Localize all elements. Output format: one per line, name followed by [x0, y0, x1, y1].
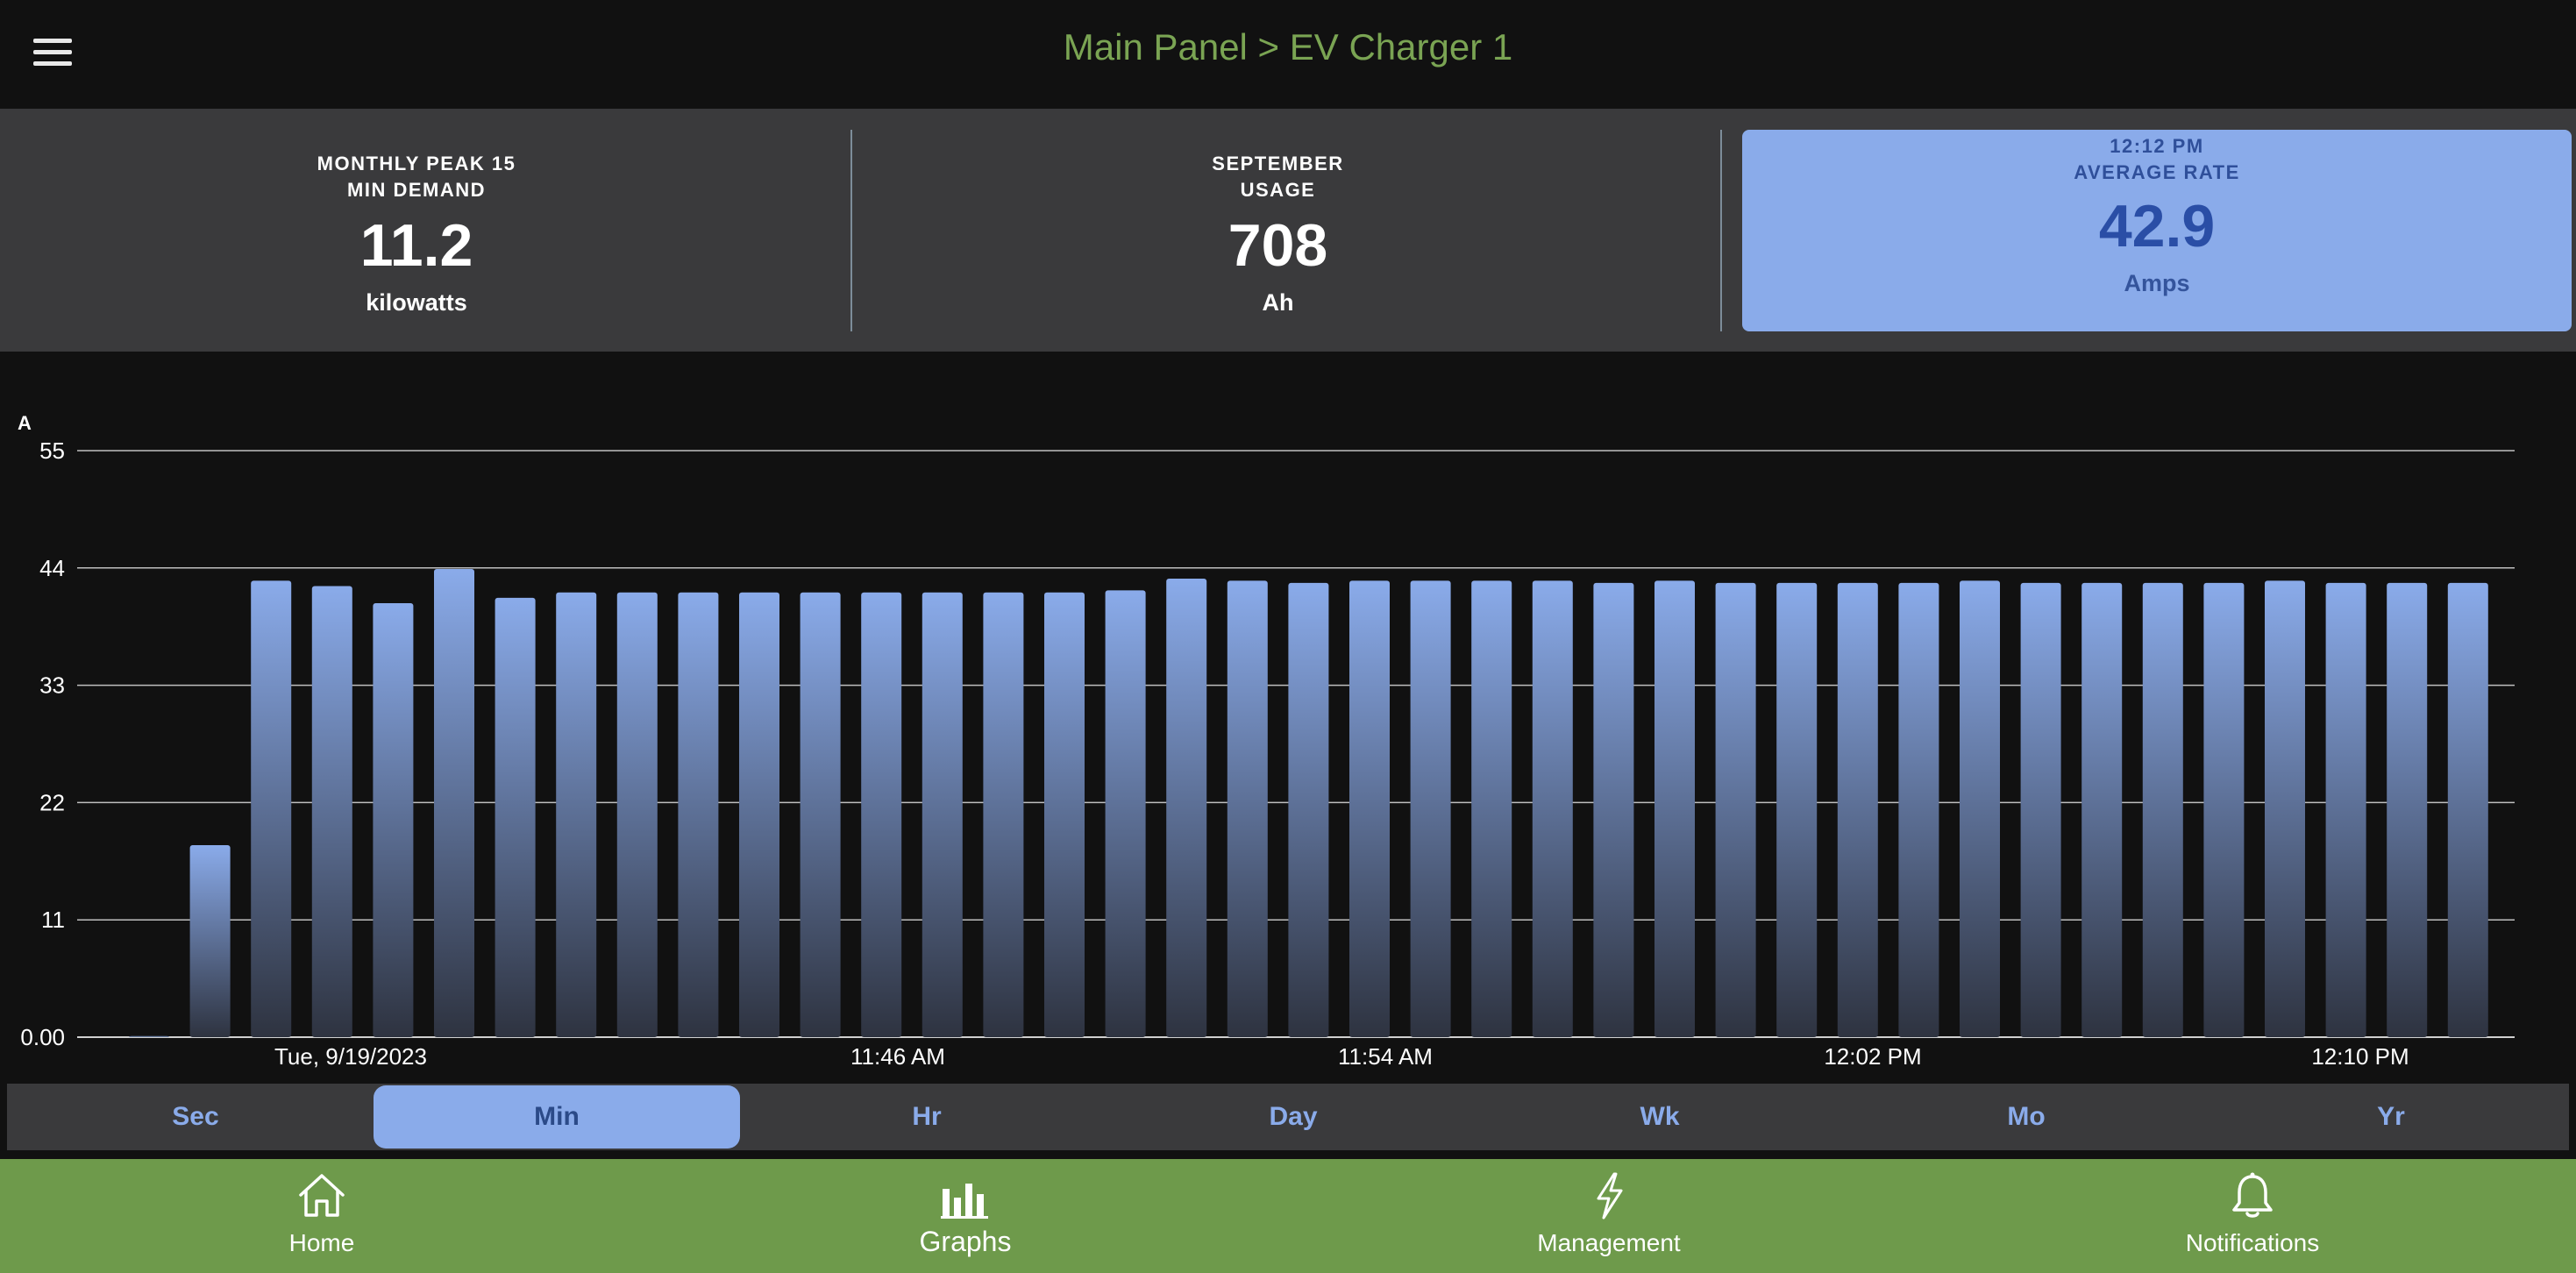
y-tick-label: 22	[39, 789, 65, 815]
stat-unit: kilowatts	[366, 289, 467, 316]
chart-bar[interactable]	[1410, 580, 1451, 1037]
nav-label: Notifications	[2185, 1229, 2320, 1256]
nav-home[interactable]: Home	[0, 1159, 644, 1273]
chart-bar[interactable]	[1166, 578, 1207, 1037]
chart-bar[interactable]	[1105, 590, 1146, 1037]
chart-bar[interactable]	[556, 592, 597, 1037]
home-icon	[299, 1174, 345, 1217]
range-tab-yr[interactable]: Yr	[2377, 1102, 2405, 1131]
chart-bar[interactable]	[495, 597, 536, 1037]
chart-bar[interactable]	[1288, 582, 1329, 1037]
stat-label: SEPTEMBER USAGE	[1212, 153, 1344, 201]
chart-bar[interactable]	[2203, 582, 2245, 1037]
x-tick-label: 11:46 AM	[850, 1043, 945, 1070]
chart-bar[interactable]	[2081, 582, 2123, 1037]
hamburger-menu-icon[interactable]	[33, 39, 72, 70]
chart-bar[interactable]	[2142, 582, 2183, 1037]
chart-bar[interactable]	[2265, 580, 2305, 1037]
time-range-selector: Sec Min Hr Day Wk Mo Yr	[7, 1084, 2569, 1150]
nav-label: Graphs	[919, 1226, 1012, 1257]
app-header: Main Panel > EV Charger 1	[0, 0, 2576, 109]
stat-unit: Ah	[1262, 289, 1294, 316]
chart-bar[interactable]	[678, 592, 719, 1037]
chart-bar[interactable]	[1227, 580, 1268, 1037]
graphs-icon	[941, 1184, 988, 1219]
stat-card-average-rate[interactable]: 12:12 PM AVERAGE RATE 42.9 Amps	[1742, 130, 2572, 331]
chart-bar[interactable]	[189, 845, 231, 1037]
chart-bar[interactable]	[434, 569, 474, 1037]
nav-label: Management	[1537, 1229, 1681, 1256]
stat-card-usage[interactable]: SEPTEMBER USAGE 708 Ah	[859, 130, 1697, 331]
chart-bar[interactable]	[1654, 580, 1695, 1037]
chart-bar[interactable]	[2325, 582, 2366, 1037]
chart-bar[interactable]	[2020, 582, 2061, 1037]
stat-label: 12:12 PM AVERAGE RATE	[2074, 135, 2240, 183]
y-tick-label: 0.00	[20, 1024, 65, 1050]
chart-bar[interactable]	[373, 602, 414, 1037]
chart-bar[interactable]	[1960, 580, 2000, 1037]
chart-bar[interactable]	[800, 592, 841, 1037]
x-tick-label: 12:10 PM	[2311, 1043, 2409, 1070]
stat-unit: Amps	[2124, 270, 2190, 296]
chart-bar[interactable]	[1593, 582, 1634, 1037]
range-tab-mo[interactable]: Mo	[2007, 1102, 2046, 1131]
y-tick-label: 33	[39, 672, 65, 699]
chart-canvas: 0.00 11 22 33 44 55 Tue, 9/19/2023 11:46 AM 11:…	[18, 412, 2515, 1070]
x-tick-label: Tue, 9/19/2023	[274, 1043, 427, 1070]
x-tick-label: 12:02 PM	[1824, 1043, 1921, 1070]
chart-bar[interactable]	[922, 592, 963, 1037]
chart-bar[interactable]	[1776, 582, 1818, 1037]
y-tick-label: 55	[39, 437, 65, 464]
nav-notifications[interactable]: Notifications	[1931, 1159, 2574, 1273]
stat-value: 42.9	[2098, 193, 2216, 260]
range-tab-min[interactable]: Min	[374, 1085, 740, 1149]
stat-value: 708	[1228, 212, 1328, 279]
lightning-icon	[1597, 1172, 1623, 1220]
amps-bar-chart: 0.00 11 22 33 44 55 Tue, 9/19/2023 11:46 AM 11:…	[0, 352, 2576, 1077]
stats-bar: MONTHLY PEAK 15 MIN DEMAND 11.2 kilowatt…	[0, 109, 2576, 352]
nav-label: Home	[288, 1229, 355, 1256]
chart-bar[interactable]	[616, 592, 658, 1037]
chart-bar[interactable]	[1837, 582, 1878, 1037]
chart-bar[interactable]	[1044, 592, 1085, 1037]
chart-bar[interactable]	[129, 1035, 169, 1037]
chart-bar[interactable]	[739, 592, 779, 1037]
chart-bar[interactable]	[251, 580, 292, 1037]
range-tab-day[interactable]: Day	[1269, 1102, 1318, 1131]
chart-bar[interactable]	[1532, 580, 1573, 1037]
y-tick-label: 11	[41, 907, 65, 933]
range-tab-sec[interactable]: Sec	[172, 1102, 219, 1131]
y-axis-label: A	[18, 412, 32, 434]
chart-bar[interactable]	[1898, 582, 1939, 1037]
range-tab-hr[interactable]: Hr	[912, 1102, 942, 1131]
stat-divider	[850, 130, 852, 331]
y-tick-label: 44	[39, 555, 65, 581]
x-tick-label: 11:54 AM	[1338, 1043, 1433, 1070]
stat-label: MONTHLY PEAK 15 MIN DEMAND	[317, 153, 516, 201]
nav-management[interactable]: Management	[1287, 1159, 1931, 1273]
chart-bar[interactable]	[1471, 580, 1512, 1037]
bottom-nav: Home Graphs Management Notifications	[0, 1159, 2576, 1273]
chart-bar[interactable]	[1349, 580, 1390, 1037]
page-title: Main Panel > EV Charger 1	[1063, 26, 1513, 68]
stat-value: 11.2	[359, 212, 473, 279]
chart-bar[interactable]	[2387, 582, 2428, 1037]
nav-graphs[interactable]: Graphs	[644, 1159, 1287, 1273]
chart-bar[interactable]	[2447, 582, 2488, 1037]
chart-bar[interactable]	[311, 586, 352, 1037]
chart-bar[interactable]	[983, 592, 1024, 1037]
bell-icon	[2232, 1172, 2273, 1218]
chart-bar[interactable]	[861, 592, 902, 1037]
chart-bar[interactable]	[1715, 582, 1756, 1037]
stat-card-peak-demand[interactable]: MONTHLY PEAK 15 MIN DEMAND 11.2 kilowatt…	[0, 130, 833, 331]
stat-divider	[1720, 130, 1722, 331]
range-tab-wk[interactable]: Wk	[1640, 1102, 1680, 1131]
